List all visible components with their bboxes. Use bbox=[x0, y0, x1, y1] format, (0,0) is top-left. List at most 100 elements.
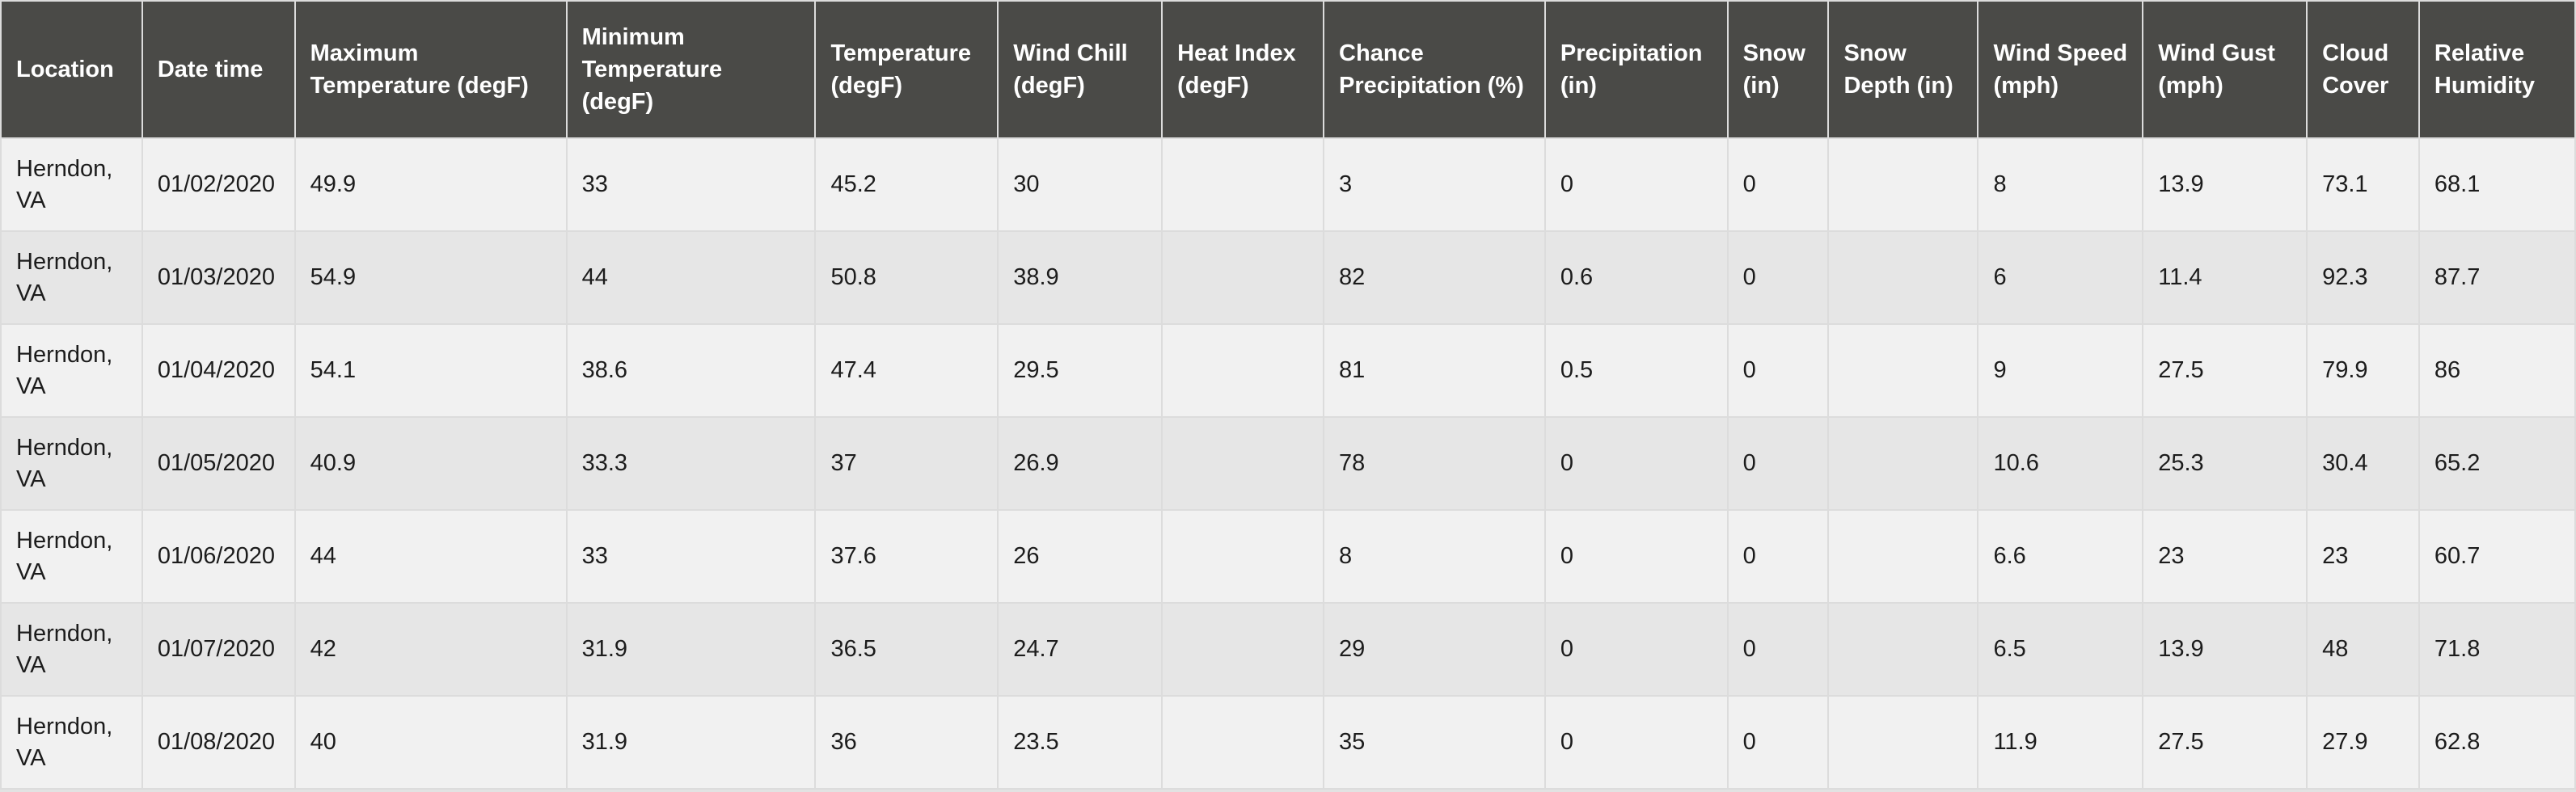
table-cell bbox=[1827, 230, 1979, 325]
table-cell bbox=[1827, 695, 1979, 790]
table-cell: 54.1 bbox=[293, 323, 568, 418]
table-cell: 0 bbox=[1726, 323, 1830, 418]
table-cell: 0 bbox=[1543, 416, 1729, 511]
table-row: Herndon, VA 01/02/2020 49.9 33 45.2 30 3 0 0 8 13.… bbox=[0, 137, 2576, 232]
table-row: Herndon, VA 01/06/2020 44 33 37.6 26 8 0 0 6.6 23 2… bbox=[0, 509, 2576, 604]
table-cell: 54.9 bbox=[293, 230, 568, 325]
table-cell: 82 bbox=[1323, 230, 1546, 325]
table-cell: 35 bbox=[1323, 695, 1546, 790]
table-cell: 33 bbox=[565, 509, 817, 604]
table-cell bbox=[1827, 137, 1979, 232]
table-cell: 24.7 bbox=[997, 602, 1163, 697]
table-cell: 6.6 bbox=[1977, 509, 2144, 604]
table-row: Herndon, VA 01/03/2020 54.9 44 50.8 38.9 82 0.6… bbox=[0, 230, 2576, 325]
table-cell: 30 bbox=[997, 137, 1163, 232]
column-header: Relative Humidity bbox=[2418, 0, 2576, 139]
table-cell: 01/04/2020 bbox=[141, 323, 296, 418]
table-cell: 0 bbox=[1726, 416, 1830, 511]
table-cell: 25.3 bbox=[2142, 416, 2308, 511]
table-cell: 29 bbox=[1323, 602, 1546, 697]
table-cell: 01/05/2020 bbox=[141, 416, 296, 511]
table-cell bbox=[1827, 602, 1979, 697]
table-cell: 13.9 bbox=[2142, 602, 2308, 697]
table-cell: 38.6 bbox=[565, 323, 817, 418]
table-cell: 49.9 bbox=[293, 137, 568, 232]
table-cell: 0.6 bbox=[1543, 230, 1729, 325]
table-cell bbox=[1161, 509, 1325, 604]
table-cell: 8 bbox=[1977, 137, 2144, 232]
column-header: Maximum Temperature (degF) bbox=[293, 0, 568, 139]
table-cell: 0 bbox=[1726, 230, 1830, 325]
table-cell: 40.9 bbox=[293, 416, 568, 511]
table-cell: 29.5 bbox=[997, 323, 1163, 418]
table-row: Herndon, VA 01/08/2020 40 31.9 36 23.5 35 0 0 11.… bbox=[0, 695, 2576, 790]
table-cell: 27.9 bbox=[2306, 695, 2420, 790]
table-body: Herndon, VA 01/02/2020 49.9 33 45.2 30 3 0 0 8 13.… bbox=[0, 137, 2576, 790]
table-cell: 0 bbox=[1726, 137, 1830, 232]
table-cell: 0 bbox=[1543, 695, 1729, 790]
table-cell: 33 bbox=[565, 137, 817, 232]
table-cell: 50.8 bbox=[814, 230, 999, 325]
table-cell: 65.2 bbox=[2418, 416, 2576, 511]
table-row: Herndon, VA 01/04/2020 54.1 38.6 47.4 29.5 81 0… bbox=[0, 323, 2576, 418]
table-cell: 45.2 bbox=[814, 137, 999, 232]
table-cell: Herndon, VA bbox=[0, 416, 143, 511]
table-cell: 42 bbox=[293, 602, 568, 697]
column-header: Location bbox=[0, 0, 143, 139]
table-cell: Herndon, VA bbox=[0, 695, 143, 790]
table-cell: 33.3 bbox=[565, 416, 817, 511]
table-cell: 01/06/2020 bbox=[141, 509, 296, 604]
table-row: Herndon, VA 01/07/2020 42 31.9 36.5 24.7 29 0 0 6… bbox=[0, 602, 2576, 697]
column-header: Precipitation (in) bbox=[1543, 0, 1729, 139]
column-header: Chance Precipitation (%) bbox=[1323, 0, 1546, 139]
table-cell: 36.5 bbox=[814, 602, 999, 697]
table-cell: 27.5 bbox=[2142, 323, 2308, 418]
table-cell: 0 bbox=[1726, 509, 1830, 604]
table-cell: 38.9 bbox=[997, 230, 1163, 325]
column-header: Minimum Temperature (degF) bbox=[565, 0, 817, 139]
table-cell: 8 bbox=[1323, 509, 1546, 604]
table-cell bbox=[1161, 323, 1325, 418]
table-cell: 6.5 bbox=[1977, 602, 2144, 697]
table-cell: 87.7 bbox=[2418, 230, 2576, 325]
column-header: Wind Chill (degF) bbox=[997, 0, 1163, 139]
table-cell: 26.9 bbox=[997, 416, 1163, 511]
table-cell: 13.9 bbox=[2142, 137, 2308, 232]
table-cell: 44 bbox=[293, 509, 568, 604]
table-cell: 0 bbox=[1543, 509, 1729, 604]
column-header: Cloud Cover bbox=[2306, 0, 2420, 139]
column-header: Wind Speed (mph) bbox=[1977, 0, 2144, 139]
table-cell: 92.3 bbox=[2306, 230, 2420, 325]
table-cell: 71.8 bbox=[2418, 602, 2576, 697]
table-cell: 60.7 bbox=[2418, 509, 2576, 604]
table-cell: 9 bbox=[1977, 323, 2144, 418]
table-cell: 68.1 bbox=[2418, 137, 2576, 232]
table-cell: 31.9 bbox=[565, 695, 817, 790]
column-header: Snow Depth (in) bbox=[1827, 0, 1979, 139]
table-cell: 81 bbox=[1323, 323, 1546, 418]
table-cell: 86 bbox=[2418, 323, 2576, 418]
table-cell: 40 bbox=[293, 695, 568, 790]
table-cell bbox=[1161, 416, 1325, 511]
table-cell: 31.9 bbox=[565, 602, 817, 697]
table-cell: 01/02/2020 bbox=[141, 137, 296, 232]
column-header: Temperature (degF) bbox=[814, 0, 999, 139]
table-cell: Herndon, VA bbox=[0, 602, 143, 697]
table-cell bbox=[1827, 416, 1979, 511]
table-cell: Herndon, VA bbox=[0, 230, 143, 325]
header-row: Location Date time Maximum Temperature (de… bbox=[0, 0, 2576, 139]
table-cell: 11.4 bbox=[2142, 230, 2308, 325]
table-cell: 23 bbox=[2142, 509, 2308, 604]
table-cell: 3 bbox=[1323, 137, 1546, 232]
table-cell: 0.5 bbox=[1543, 323, 1729, 418]
table-cell: 30.4 bbox=[2306, 416, 2420, 511]
table-cell: 37 bbox=[814, 416, 999, 511]
table-cell: 0 bbox=[1543, 137, 1729, 232]
column-header: Wind Gust (mph) bbox=[2142, 0, 2308, 139]
table-cell: 79.9 bbox=[2306, 323, 2420, 418]
table-cell bbox=[1161, 230, 1325, 325]
table-cell: Herndon, VA bbox=[0, 137, 143, 232]
table-cell bbox=[1161, 602, 1325, 697]
